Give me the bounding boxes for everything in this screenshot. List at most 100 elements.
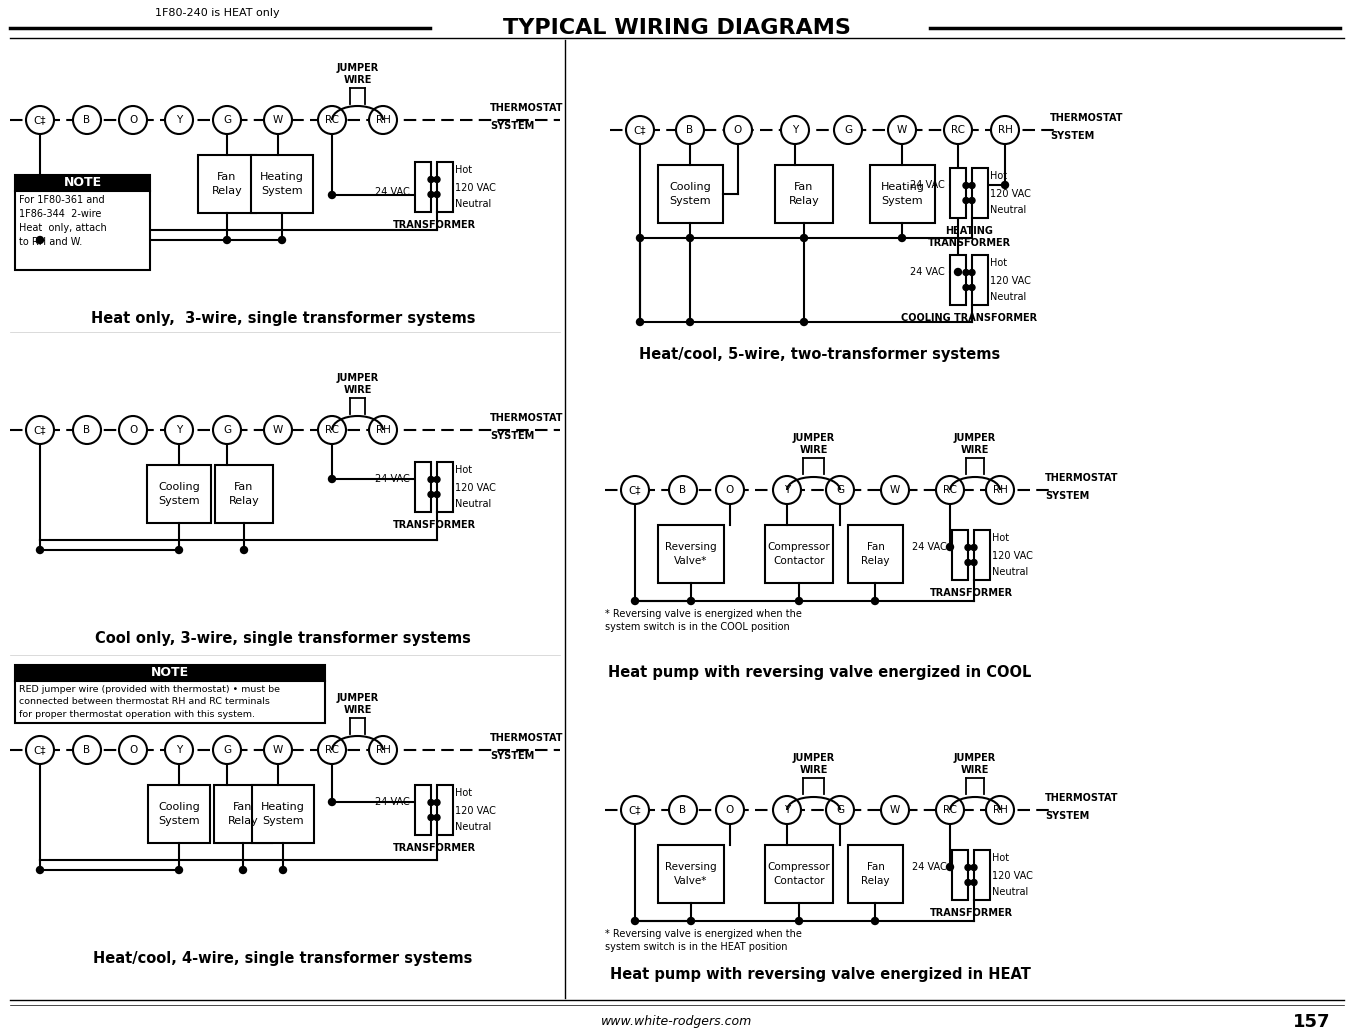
- Circle shape: [636, 234, 643, 241]
- Circle shape: [435, 477, 440, 483]
- Text: W: W: [890, 805, 900, 815]
- Text: 24 VAC: 24 VAC: [913, 862, 946, 872]
- Text: COOLING TRANSFORMER: COOLING TRANSFORMER: [900, 313, 1037, 323]
- Circle shape: [716, 796, 743, 824]
- Bar: [972, 255, 988, 305]
- Text: TRANSFORMER: TRANSFORMER: [393, 220, 475, 230]
- Text: O: O: [129, 745, 137, 755]
- Circle shape: [773, 476, 802, 503]
- Circle shape: [688, 598, 695, 604]
- Text: Heat/cool, 4-wire, single transformer systems: Heat/cool, 4-wire, single transformer sy…: [93, 950, 473, 966]
- Bar: [15, 681, 325, 723]
- Circle shape: [213, 106, 241, 134]
- Circle shape: [165, 416, 194, 444]
- Bar: [15, 191, 150, 270]
- Text: Hot: Hot: [990, 258, 1007, 268]
- Circle shape: [669, 476, 697, 503]
- Text: Fan
Relay: Fan Relay: [861, 862, 890, 886]
- Circle shape: [428, 477, 435, 483]
- Text: www.white-rodgers.com: www.white-rodgers.com: [601, 1015, 753, 1029]
- Text: JUMPER
WIRE: JUMPER WIRE: [792, 753, 834, 775]
- Bar: [15, 665, 325, 681]
- Text: 120 VAC: 120 VAC: [990, 276, 1030, 286]
- Circle shape: [165, 736, 194, 764]
- Text: * Reversing valve is energized when the: * Reversing valve is energized when the: [605, 609, 802, 618]
- Text: 1F80-240 is HEAT only: 1F80-240 is HEAT only: [154, 8, 280, 18]
- Text: Reversing
Valve*: Reversing Valve*: [665, 862, 716, 886]
- Text: Cooling
System: Cooling System: [158, 803, 200, 826]
- Circle shape: [435, 192, 440, 198]
- Text: Hot: Hot: [990, 171, 1007, 181]
- Text: B: B: [680, 805, 686, 815]
- Circle shape: [621, 796, 649, 824]
- Text: JUMPER
WIRE: JUMPER WIRE: [336, 63, 379, 85]
- Text: SYSTEM: SYSTEM: [1045, 491, 1089, 501]
- Text: system switch is in the HEAT position: system switch is in the HEAT position: [605, 942, 788, 952]
- Circle shape: [800, 318, 807, 325]
- Text: JUMPER
WIRE: JUMPER WIRE: [336, 693, 379, 715]
- Circle shape: [969, 269, 975, 276]
- Circle shape: [971, 880, 978, 886]
- Text: JUMPER
WIRE: JUMPER WIRE: [336, 373, 379, 395]
- Circle shape: [73, 416, 102, 444]
- Text: For 1F80-361 and
1F86-344  2-wire
Heat  only, attach
to RH and W.: For 1F80-361 and 1F86-344 2-wire Heat on…: [19, 195, 107, 247]
- Text: RH: RH: [375, 745, 390, 755]
- Circle shape: [986, 796, 1014, 824]
- Text: Cooling
System: Cooling System: [158, 483, 200, 506]
- Text: 24 VAC: 24 VAC: [913, 542, 946, 552]
- Text: W: W: [274, 425, 283, 435]
- Bar: [437, 162, 454, 212]
- Circle shape: [318, 106, 347, 134]
- Circle shape: [37, 236, 43, 243]
- Text: THERMOSTAT: THERMOSTAT: [1045, 793, 1118, 803]
- Text: Reversing
Valve*: Reversing Valve*: [665, 543, 716, 566]
- Circle shape: [986, 476, 1014, 503]
- Text: C‡: C‡: [628, 485, 642, 495]
- Text: Hot: Hot: [992, 533, 1009, 543]
- Circle shape: [435, 814, 440, 821]
- Circle shape: [881, 476, 909, 503]
- Circle shape: [621, 476, 649, 503]
- Text: RH: RH: [992, 805, 1007, 815]
- Circle shape: [773, 796, 802, 824]
- Bar: [765, 525, 833, 583]
- Text: C‡: C‡: [628, 805, 642, 815]
- Circle shape: [264, 736, 292, 764]
- Text: SYSTEM: SYSTEM: [1045, 811, 1089, 821]
- Text: C‡: C‡: [34, 115, 46, 125]
- Circle shape: [946, 863, 953, 870]
- Text: Fan
Relay: Fan Relay: [211, 172, 242, 196]
- Text: Neutral: Neutral: [992, 567, 1028, 577]
- Circle shape: [176, 547, 183, 553]
- Circle shape: [240, 866, 246, 873]
- Circle shape: [626, 116, 654, 144]
- Text: JUMPER
WIRE: JUMPER WIRE: [953, 753, 997, 775]
- Circle shape: [279, 866, 287, 873]
- Text: G: G: [835, 805, 844, 815]
- Circle shape: [946, 544, 953, 550]
- Text: Neutral: Neutral: [455, 822, 492, 832]
- Bar: [871, 165, 936, 223]
- Text: O: O: [726, 485, 734, 495]
- Text: THERMOSTAT: THERMOSTAT: [490, 103, 563, 113]
- Circle shape: [963, 198, 969, 203]
- Circle shape: [435, 491, 440, 497]
- Circle shape: [241, 547, 248, 553]
- Circle shape: [176, 866, 183, 873]
- Text: THERMOSTAT: THERMOSTAT: [1045, 473, 1118, 483]
- Circle shape: [631, 598, 639, 604]
- Circle shape: [428, 800, 435, 806]
- Text: O: O: [734, 125, 742, 135]
- Circle shape: [969, 285, 975, 290]
- Text: TRANSFORMER: TRANSFORMER: [929, 588, 1013, 598]
- Circle shape: [428, 814, 435, 821]
- Circle shape: [370, 736, 397, 764]
- Text: RC: RC: [325, 425, 338, 435]
- Circle shape: [686, 234, 693, 241]
- Circle shape: [963, 285, 969, 290]
- Circle shape: [955, 268, 961, 276]
- Circle shape: [686, 318, 693, 325]
- Bar: [952, 530, 968, 580]
- Circle shape: [944, 116, 972, 144]
- Circle shape: [370, 106, 397, 134]
